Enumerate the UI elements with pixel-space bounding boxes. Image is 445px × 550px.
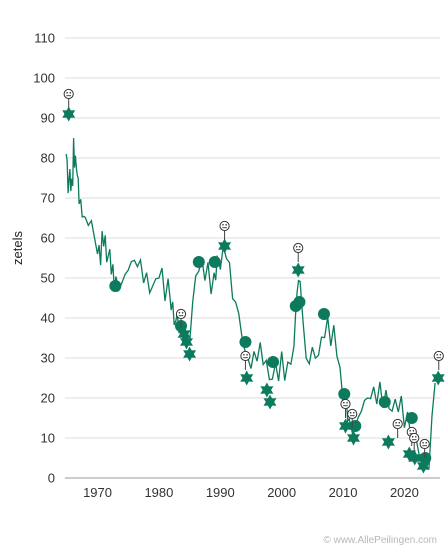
dot-marker bbox=[239, 336, 252, 348]
y-tick-label: 110 bbox=[34, 31, 55, 46]
y-tick-label: 50 bbox=[41, 271, 55, 286]
dot-marker bbox=[405, 412, 418, 424]
face-icon bbox=[409, 432, 420, 452]
x-tick-label: 2020 bbox=[390, 485, 419, 500]
y-tick-label: 90 bbox=[41, 111, 55, 126]
face-icon bbox=[240, 350, 251, 370]
y-tick-label: 70 bbox=[41, 191, 55, 206]
star-marker bbox=[177, 326, 191, 342]
star-marker bbox=[260, 382, 274, 398]
star-marker bbox=[291, 262, 305, 278]
dot-marker bbox=[267, 356, 280, 368]
face-icon bbox=[419, 438, 430, 458]
y-tick-label: 30 bbox=[41, 351, 55, 366]
star-marker bbox=[408, 450, 422, 466]
y-tick-label: 60 bbox=[41, 231, 55, 246]
y-tick-label: 40 bbox=[41, 311, 55, 326]
dot-marker bbox=[378, 396, 391, 408]
star-marker bbox=[381, 434, 395, 450]
dot-marker bbox=[109, 280, 122, 292]
x-tick-label: 2000 bbox=[267, 485, 296, 500]
dot-marker bbox=[208, 256, 221, 268]
x-tick-label: 1970 bbox=[83, 485, 112, 500]
dot-marker bbox=[318, 308, 331, 320]
y-tick-label: 20 bbox=[41, 391, 55, 406]
face-icon bbox=[392, 418, 403, 438]
star-marker bbox=[339, 418, 352, 434]
star-marker bbox=[402, 446, 416, 462]
star-marker bbox=[183, 346, 197, 362]
y-axis-label: zetels bbox=[10, 231, 25, 265]
series-line bbox=[65, 138, 436, 469]
y-tick-label: 100 bbox=[33, 71, 55, 86]
star-marker bbox=[62, 106, 76, 122]
star-marker bbox=[180, 334, 193, 350]
face-icon bbox=[63, 88, 74, 108]
star-marker bbox=[240, 370, 254, 386]
dot-markers bbox=[109, 256, 432, 464]
star-marker bbox=[347, 430, 360, 446]
face-icon bbox=[433, 350, 444, 370]
x-tick-label: 1980 bbox=[144, 485, 173, 500]
dot-marker bbox=[349, 420, 362, 432]
dot-marker bbox=[293, 296, 306, 308]
y-axis-ticks: 0 10 20 30 40 50 60 70 80 90 100 110 bbox=[33, 31, 55, 486]
grid bbox=[65, 37, 440, 479]
face-icon bbox=[293, 242, 304, 262]
face-markers bbox=[63, 88, 444, 458]
face-icon bbox=[340, 398, 351, 418]
dot-marker bbox=[338, 388, 351, 400]
x-tick-label: 1990 bbox=[206, 485, 235, 500]
face-icon bbox=[347, 408, 358, 428]
face-icon bbox=[175, 308, 187, 328]
credit: © www.AllePeilingen.com bbox=[323, 535, 437, 546]
star-marker bbox=[416, 458, 430, 474]
star-marker bbox=[263, 394, 277, 410]
face-icon bbox=[219, 220, 230, 240]
y-tick-label: 0 bbox=[48, 471, 55, 486]
y-tick-label: 10 bbox=[41, 431, 55, 446]
x-tick-label: 2010 bbox=[329, 485, 358, 500]
star-marker bbox=[431, 370, 445, 386]
x-axis-ticks: 1970 1980 1990 2000 2010 2020 bbox=[83, 485, 419, 500]
star-markers bbox=[62, 106, 445, 474]
y-tick-label: 80 bbox=[41, 151, 55, 166]
dot-marker bbox=[192, 256, 205, 268]
star-marker bbox=[218, 238, 232, 254]
